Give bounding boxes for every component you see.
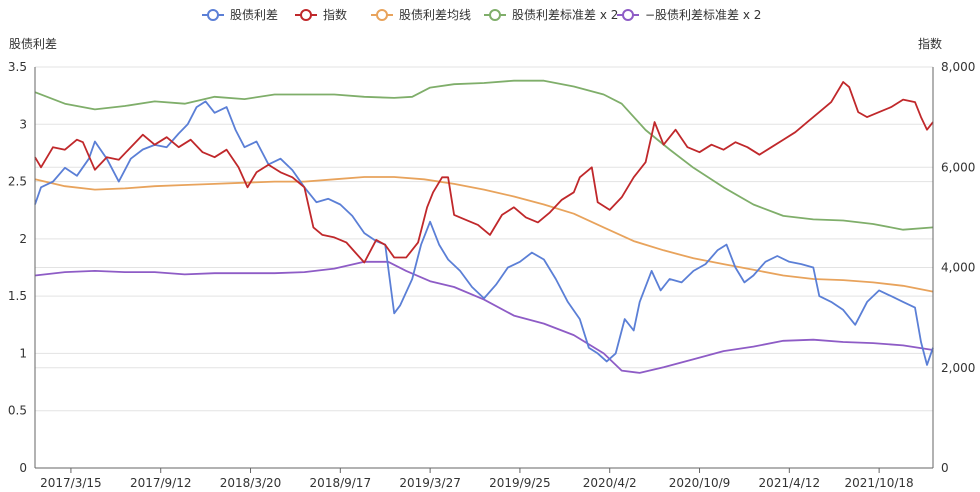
series-line-3: [34, 79, 934, 231]
left-tick-label: 1.5: [8, 289, 27, 303]
series-line-0: [34, 100, 934, 366]
legend-marker: [376, 9, 388, 21]
x-tick-label: 2021/4/12: [759, 476, 821, 490]
x-tick-label: 2018/3/20: [220, 476, 282, 490]
left-tick-label: 3: [19, 117, 27, 131]
legend-item[interactable]: 股债利差: [202, 8, 278, 22]
left-tick-label: 3.5: [8, 60, 27, 74]
left-axis-title: 股债利差: [9, 37, 57, 51]
series-line-1: [34, 81, 934, 264]
legend-label: −股债利差标准差 x 2: [645, 8, 761, 22]
x-tick-label: 2020/10/9: [669, 476, 731, 490]
right-tick-label: 0: [941, 461, 949, 475]
right-axis-ticks: 0 2,000 4,000 6,000 8,000: [941, 60, 975, 475]
x-tick-label: 2019/9/25: [489, 476, 551, 490]
legend-marker: [300, 9, 312, 21]
left-tick-label: 0: [19, 461, 27, 475]
legend-item[interactable]: 指数: [295, 7, 347, 22]
legend-label: 股债利差均线: [399, 8, 471, 22]
left-tick-label: 0.5: [8, 404, 27, 418]
legend-marker: [622, 9, 634, 21]
legend-item[interactable]: 股债利差均线: [371, 8, 471, 22]
legend-label: 股债利差标准差 x 2: [512, 8, 618, 22]
right-tick-label: 6,000: [941, 160, 975, 174]
left-axis-ticks: 0 0.5 1 1.5 2 2.5 3 3.5: [8, 60, 27, 475]
legend[interactable]: 股债利差 指数 股债利差均线 股债利差标准差 x 2 −股债利差标准差 x 2: [202, 7, 761, 22]
legend-marker: [489, 9, 501, 21]
left-tick-label: 2: [19, 232, 27, 246]
left-tick-label: 1: [19, 346, 27, 360]
legend-item[interactable]: −股债利差标准差 x 2: [617, 8, 761, 22]
series-layer: [34, 79, 934, 374]
right-axis-title: 指数: [918, 36, 942, 51]
grid-lines: [35, 66, 933, 412]
legend-label: 股债利差: [230, 8, 278, 22]
x-tick-label: 2017/3/15: [40, 476, 102, 490]
right-tick-label: 8,000: [941, 60, 975, 74]
x-tick-label: 2019/3/27: [399, 476, 461, 490]
left-tick-label: 2.5: [8, 175, 27, 189]
series-line-2: [34, 176, 934, 293]
x-tick-label: 2018/9/17: [310, 476, 372, 490]
right-tick-label: 2,000: [941, 361, 975, 375]
legend-label: 指数: [323, 7, 347, 22]
x-axis-ticks: 2017/3/15 2017/9/12 2018/3/20 2018/9/17 2019…: [40, 468, 914, 490]
right-tick-label: 4,000: [941, 261, 975, 275]
x-tick-label: 2021/10/18: [845, 476, 914, 490]
legend-item[interactable]: 股债利差标准差 x 2: [484, 8, 618, 22]
series-line-4: [34, 260, 934, 374]
legend-marker: [207, 9, 219, 21]
x-tick-label: 2020/4/2: [583, 476, 637, 490]
x-tick-label: 2017/9/12: [130, 476, 192, 490]
